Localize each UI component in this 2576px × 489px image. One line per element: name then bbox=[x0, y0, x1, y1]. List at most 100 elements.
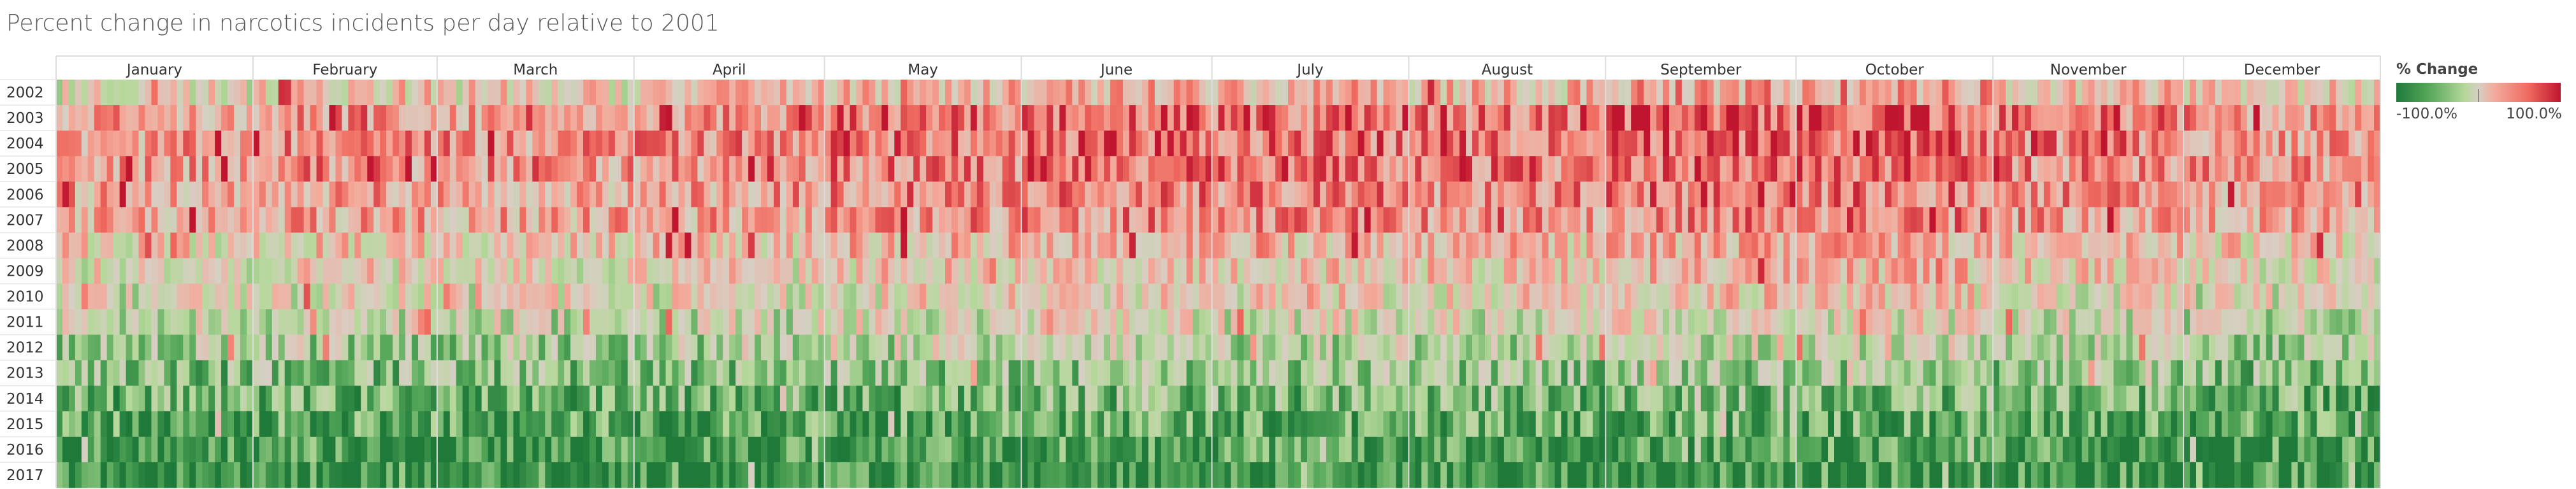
heatmap-cell bbox=[659, 207, 666, 233]
heatmap-cell bbox=[481, 258, 488, 284]
heatmap-cell bbox=[735, 283, 742, 309]
heatmap-cell bbox=[805, 105, 813, 131]
heatmap-cell bbox=[684, 105, 691, 131]
heatmap-cell bbox=[94, 334, 101, 361]
heatmap-cell bbox=[1891, 360, 1899, 386]
heatmap-cell bbox=[462, 411, 470, 437]
heatmap-cell bbox=[2247, 309, 2254, 336]
heatmap-cell bbox=[1205, 80, 1212, 106]
heatmap-cell bbox=[1332, 411, 1340, 437]
heatmap-cell bbox=[2272, 385, 2279, 412]
heatmap-cell bbox=[386, 411, 393, 437]
heatmap-cell bbox=[2266, 156, 2273, 182]
heatmap-cell bbox=[75, 156, 82, 182]
heatmap-cell bbox=[87, 105, 95, 131]
heatmap-cell bbox=[729, 334, 736, 361]
heatmap-cell bbox=[2240, 283, 2248, 309]
heatmap-cell bbox=[1986, 207, 1994, 233]
heatmap-cell bbox=[2030, 360, 2038, 386]
heatmap-cell bbox=[1117, 334, 1124, 361]
heatmap-cell bbox=[1231, 258, 1238, 284]
heatmap-cell bbox=[2145, 232, 2152, 259]
heatmap-cell bbox=[297, 258, 305, 284]
heatmap-cell bbox=[2278, 207, 2285, 233]
heatmap-cell bbox=[443, 131, 451, 157]
heatmap-cell bbox=[1135, 181, 1143, 208]
heatmap-cell bbox=[202, 156, 209, 182]
heatmap-cell bbox=[1237, 411, 1244, 437]
heatmap-cell bbox=[2304, 232, 2311, 259]
heatmap-cell bbox=[164, 232, 171, 259]
heatmap-cell bbox=[1923, 232, 1930, 259]
heatmap-cell bbox=[583, 232, 590, 259]
heatmap-cell bbox=[1574, 258, 1581, 284]
heatmap-cell bbox=[983, 80, 990, 106]
heatmap-cell bbox=[1408, 309, 1415, 336]
heatmap-cell bbox=[773, 207, 781, 233]
heatmap-cell bbox=[1046, 207, 1053, 233]
heatmap-cell bbox=[1034, 411, 1041, 437]
heatmap-cell bbox=[399, 385, 406, 412]
heatmap-cell bbox=[2190, 105, 2197, 131]
heatmap-cell bbox=[75, 360, 82, 386]
heatmap-cell bbox=[215, 131, 222, 157]
heatmap-cell bbox=[284, 156, 292, 182]
heatmap-cell bbox=[1027, 181, 1034, 208]
heatmap-cell bbox=[653, 232, 660, 259]
heatmap-cell bbox=[1428, 283, 1435, 309]
heatmap-cell bbox=[380, 232, 387, 259]
heatmap-cell bbox=[208, 207, 215, 233]
heatmap-cell bbox=[1237, 131, 1244, 157]
heatmap-cell bbox=[608, 283, 616, 309]
heatmap-cell bbox=[1644, 181, 1651, 208]
heatmap-cell bbox=[329, 156, 336, 182]
heatmap-cell bbox=[659, 105, 666, 131]
heatmap-cell bbox=[2126, 80, 2133, 106]
heatmap-cell bbox=[1618, 232, 1625, 259]
heatmap-cell bbox=[684, 283, 691, 309]
heatmap-cell bbox=[970, 309, 978, 336]
heatmap-cell bbox=[145, 334, 152, 361]
heatmap-cell bbox=[1186, 156, 1194, 182]
heatmap-cell bbox=[2234, 207, 2241, 233]
heatmap-cell bbox=[716, 156, 723, 182]
heatmap-cell bbox=[519, 80, 526, 106]
heatmap-cell bbox=[590, 258, 597, 284]
heatmap-cell bbox=[1319, 385, 1327, 412]
heatmap-cell bbox=[1529, 360, 1537, 386]
heatmap-cell bbox=[1745, 334, 1752, 361]
heatmap-cell bbox=[1815, 105, 1822, 131]
heatmap-cell bbox=[2126, 283, 2133, 309]
heatmap-cell bbox=[545, 309, 552, 336]
heatmap-cell bbox=[1040, 105, 1047, 131]
heatmap-cell bbox=[1301, 360, 1308, 386]
heatmap-cell bbox=[755, 80, 762, 106]
heatmap-cell bbox=[862, 105, 869, 131]
heatmap-cell bbox=[221, 411, 228, 437]
heatmap-cell bbox=[373, 131, 380, 157]
heatmap-cell bbox=[1605, 156, 1612, 182]
heatmap-cell bbox=[2240, 207, 2248, 233]
heatmap-cell bbox=[271, 80, 279, 106]
heatmap-cell bbox=[564, 232, 571, 259]
heatmap-cell bbox=[646, 283, 654, 309]
heatmap-cell bbox=[1700, 105, 1708, 131]
heatmap-cell bbox=[1428, 385, 1435, 412]
heatmap-cell bbox=[1561, 207, 1568, 233]
heatmap-cell bbox=[481, 105, 488, 131]
heatmap-cell bbox=[577, 80, 584, 106]
heatmap-cell bbox=[710, 232, 717, 259]
heatmap-cell bbox=[202, 232, 209, 259]
heatmap-cell bbox=[723, 131, 730, 157]
heatmap-cell bbox=[1726, 156, 1733, 182]
heatmap-cell bbox=[1764, 131, 1771, 157]
heatmap-cell bbox=[1466, 385, 1473, 412]
heatmap-cell bbox=[691, 181, 698, 208]
heatmap-cell bbox=[2145, 360, 2152, 386]
heatmap-cell bbox=[265, 80, 273, 106]
heatmap-cell bbox=[1269, 385, 1276, 412]
heatmap-cell bbox=[672, 258, 679, 284]
heatmap-cell bbox=[2266, 131, 2273, 157]
heatmap-cell bbox=[957, 360, 965, 386]
heatmap-cell bbox=[1479, 385, 1486, 412]
